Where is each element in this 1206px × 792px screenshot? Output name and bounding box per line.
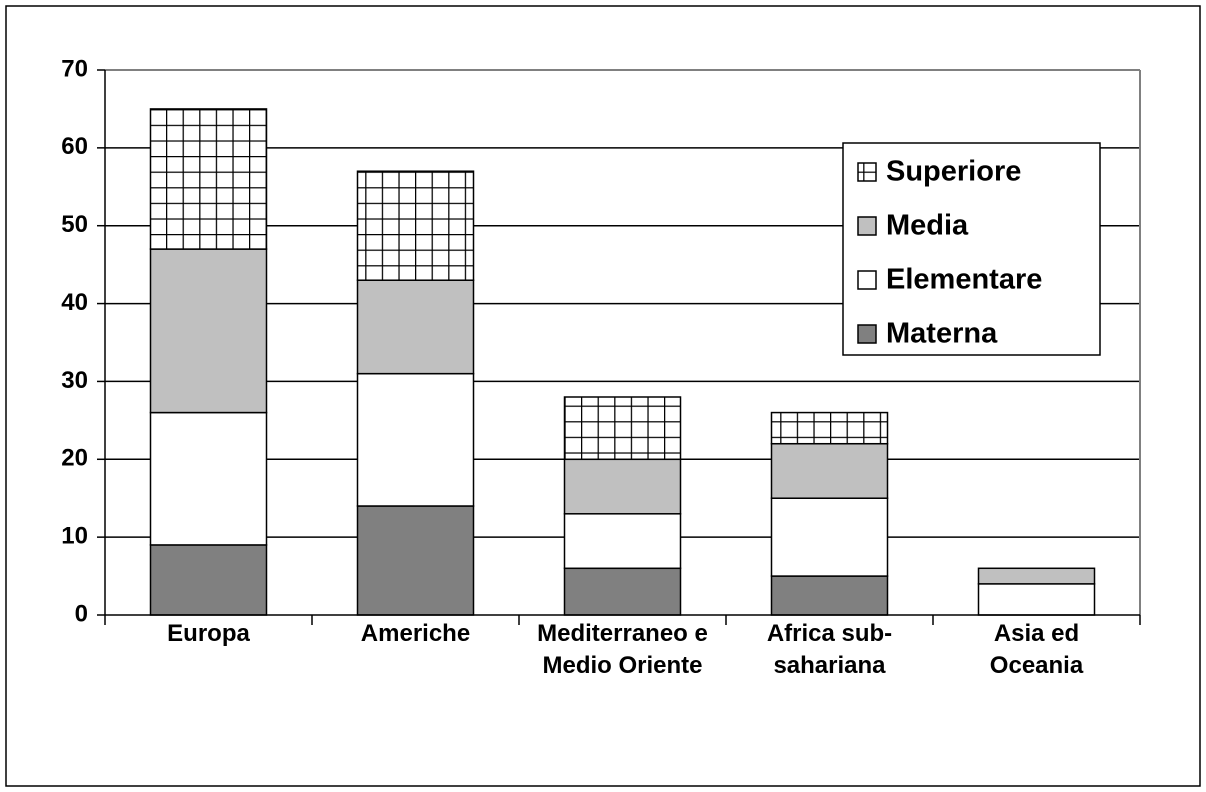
bar-segment [563, 567, 682, 616]
y-tick-label: 20 [61, 445, 88, 472]
bar-segment [770, 411, 889, 445]
legend-swatch [857, 162, 877, 182]
x-tick-label: Mediterraneo e Medio Oriente [537, 620, 708, 679]
y-tick-label: 0 [75, 600, 88, 627]
x-tick-label: Americhe [360, 620, 471, 647]
y-tick-label: 50 [61, 211, 88, 238]
bar-segment [977, 583, 1096, 616]
bar-segment [149, 544, 268, 616]
bar-segment [770, 442, 889, 499]
bar-segment [563, 458, 682, 515]
legend-swatch [857, 324, 877, 344]
legend-label: Media [886, 210, 969, 242]
legend-label: Superiore [886, 156, 1021, 188]
x-tick-label: Asia ed Oceania [989, 620, 1084, 679]
bar-segment [356, 279, 475, 375]
legend-swatch [857, 216, 877, 236]
bar-segment [563, 513, 682, 570]
legend-label: Materna [886, 318, 998, 350]
x-tick-label: Europa [167, 620, 250, 647]
y-tick-label: 30 [61, 367, 88, 394]
legend-swatch [857, 270, 877, 290]
bar-segment [356, 505, 475, 616]
bar-segment [770, 497, 889, 577]
bar-segment [149, 248, 268, 414]
y-tick-label: 60 [61, 133, 88, 160]
y-tick-label: 70 [61, 55, 88, 82]
x-tick-label: Africa sub-sahariana [766, 620, 893, 679]
bar-segment [977, 567, 1096, 585]
bar-segment [770, 575, 889, 616]
bar-segment [563, 396, 682, 461]
legend-label: Elementare [886, 264, 1042, 296]
bar-segment [356, 170, 475, 281]
bar-segment [149, 108, 268, 250]
bar-segment [356, 372, 475, 507]
frame [5, 5, 1201, 787]
legend-box [842, 142, 1101, 356]
y-tick-label: 10 [61, 522, 88, 549]
bar-segment [149, 411, 268, 546]
y-tick-label: 40 [61, 289, 88, 316]
